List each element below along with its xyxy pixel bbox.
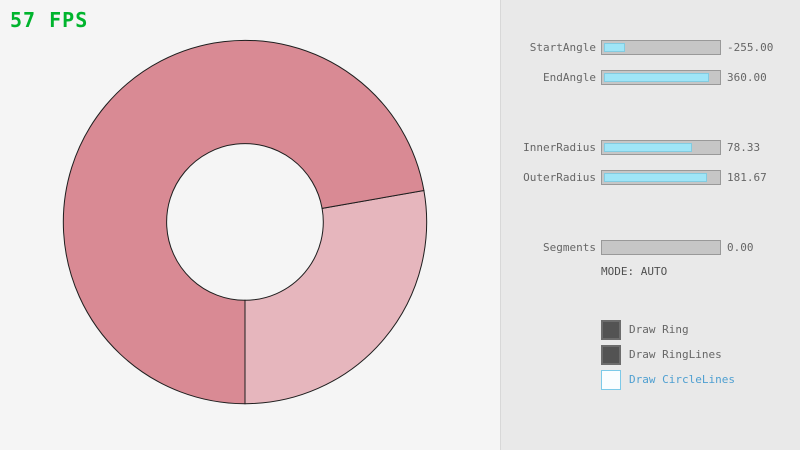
- slider-row-outerradius: OuterRadius 181.67: [501, 170, 800, 185]
- checkbox-label-draw-ring: Draw Ring: [629, 323, 689, 336]
- checkbox-draw-ring[interactable]: [601, 320, 621, 340]
- slider-value-segments: 0.00: [727, 241, 754, 254]
- slider-value-outerradius: 181.67: [727, 171, 767, 184]
- slider-row-segments: Segments 0.00: [501, 240, 800, 255]
- slider-fill: [604, 143, 693, 152]
- slider-fill: [604, 73, 709, 82]
- slider-label-endangle: EndAngle: [543, 71, 596, 84]
- slider-value-innerradius: 78.33: [727, 141, 761, 154]
- slider-startangle[interactable]: [601, 40, 721, 55]
- checkbox-row-draw-ringlines: Draw RingLines: [501, 345, 800, 365]
- slider-row-innerradius: InnerRadius 78.33: [501, 140, 800, 155]
- slider-row-startangle: StartAngle -255.00: [501, 40, 800, 55]
- slider-value-startangle: -255.00: [727, 41, 774, 54]
- slider-innerradius[interactable]: [601, 140, 721, 155]
- checkbox-label-draw-ringlines: Draw RingLines: [629, 348, 722, 361]
- ring-chart: [62, 39, 428, 405]
- checkbox-row-draw-ring: Draw Ring: [501, 320, 800, 340]
- slider-fill: [604, 173, 708, 182]
- slider-label-outerradius: OuterRadius: [523, 171, 596, 184]
- slider-outerradius[interactable]: [601, 170, 721, 185]
- slider-label-startangle: StartAngle: [529, 41, 596, 54]
- checkbox-label-draw-circlelines: Draw CircleLines: [629, 373, 735, 386]
- slider-endangle[interactable]: [601, 70, 721, 85]
- checkbox-row-draw-circlelines: Draw CircleLines: [501, 370, 800, 390]
- slider-segments[interactable]: [601, 240, 721, 255]
- mode-text: MODE: AUTO: [601, 265, 668, 278]
- slider-row-endangle: EndAngle 360.00: [501, 70, 800, 85]
- slider-label-segments: Segments: [543, 241, 596, 254]
- slider-fill: [604, 43, 625, 52]
- checkbox-draw-circlelines[interactable]: [601, 370, 621, 390]
- checkbox-draw-ringlines[interactable]: [601, 345, 621, 365]
- control-panel: StartAngle -255.00 EndAngle 360.00 Inner…: [500, 0, 800, 450]
- slider-label-innerradius: InnerRadius: [523, 141, 596, 154]
- fps-counter: 57 FPS: [10, 8, 89, 32]
- slider-value-endangle: 360.00: [727, 71, 767, 84]
